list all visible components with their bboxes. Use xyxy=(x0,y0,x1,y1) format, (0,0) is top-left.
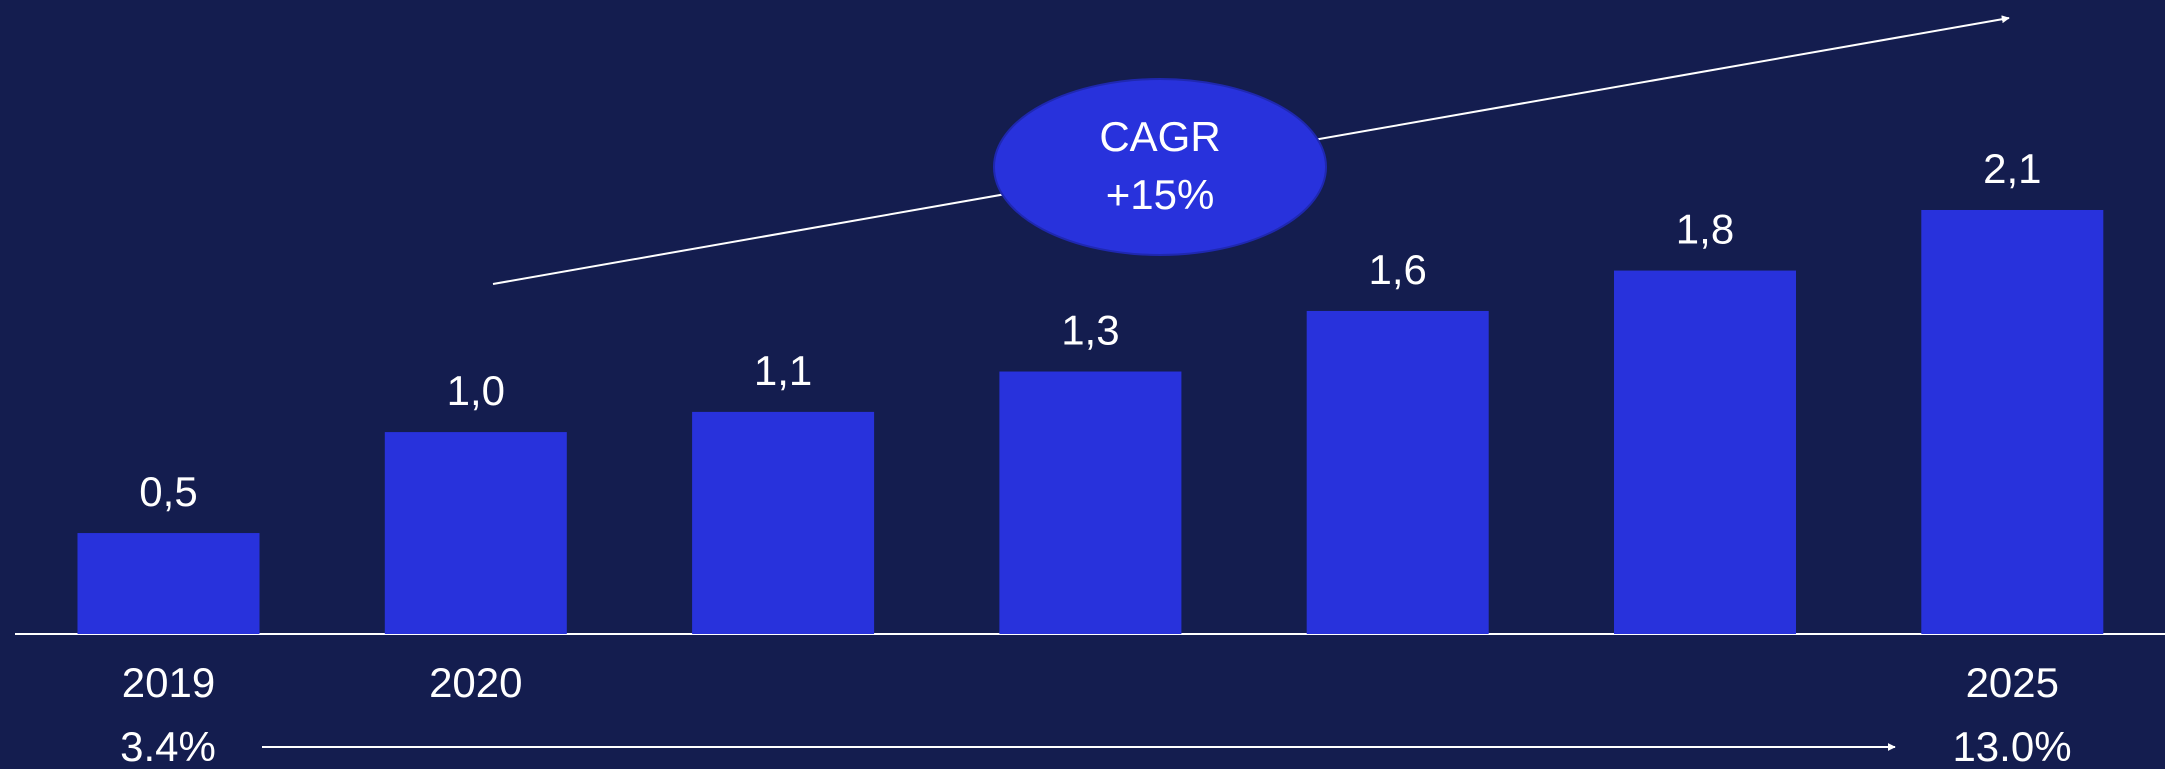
cagr-bubble xyxy=(993,78,1327,256)
value-label: 1,0 xyxy=(447,367,505,414)
share-end: 13.0% xyxy=(1952,723,2071,769)
value-label: 2,1 xyxy=(1983,145,2041,192)
bar xyxy=(1614,270,1796,634)
value-label: 1,6 xyxy=(1369,246,1427,293)
bar xyxy=(1921,209,2104,635)
cagr-value: +15% xyxy=(1106,171,1215,218)
share-start: 3.4% xyxy=(120,723,216,769)
bar xyxy=(692,411,875,634)
value-label: 0,5 xyxy=(139,468,197,515)
bar xyxy=(77,533,260,634)
value-label: 1,3 xyxy=(1061,307,1119,354)
x-tick-label: 2025 xyxy=(1966,659,2059,706)
value-label: 1,8 xyxy=(1676,206,1734,253)
value-label: 1,1 xyxy=(754,347,812,394)
x-tick-label: 2019 xyxy=(122,659,215,706)
cagr-label: CAGR xyxy=(1099,113,1220,160)
x-tick-label: 2020 xyxy=(429,659,522,706)
bar xyxy=(384,432,567,634)
bar xyxy=(999,371,1182,634)
bar xyxy=(1306,310,1489,634)
